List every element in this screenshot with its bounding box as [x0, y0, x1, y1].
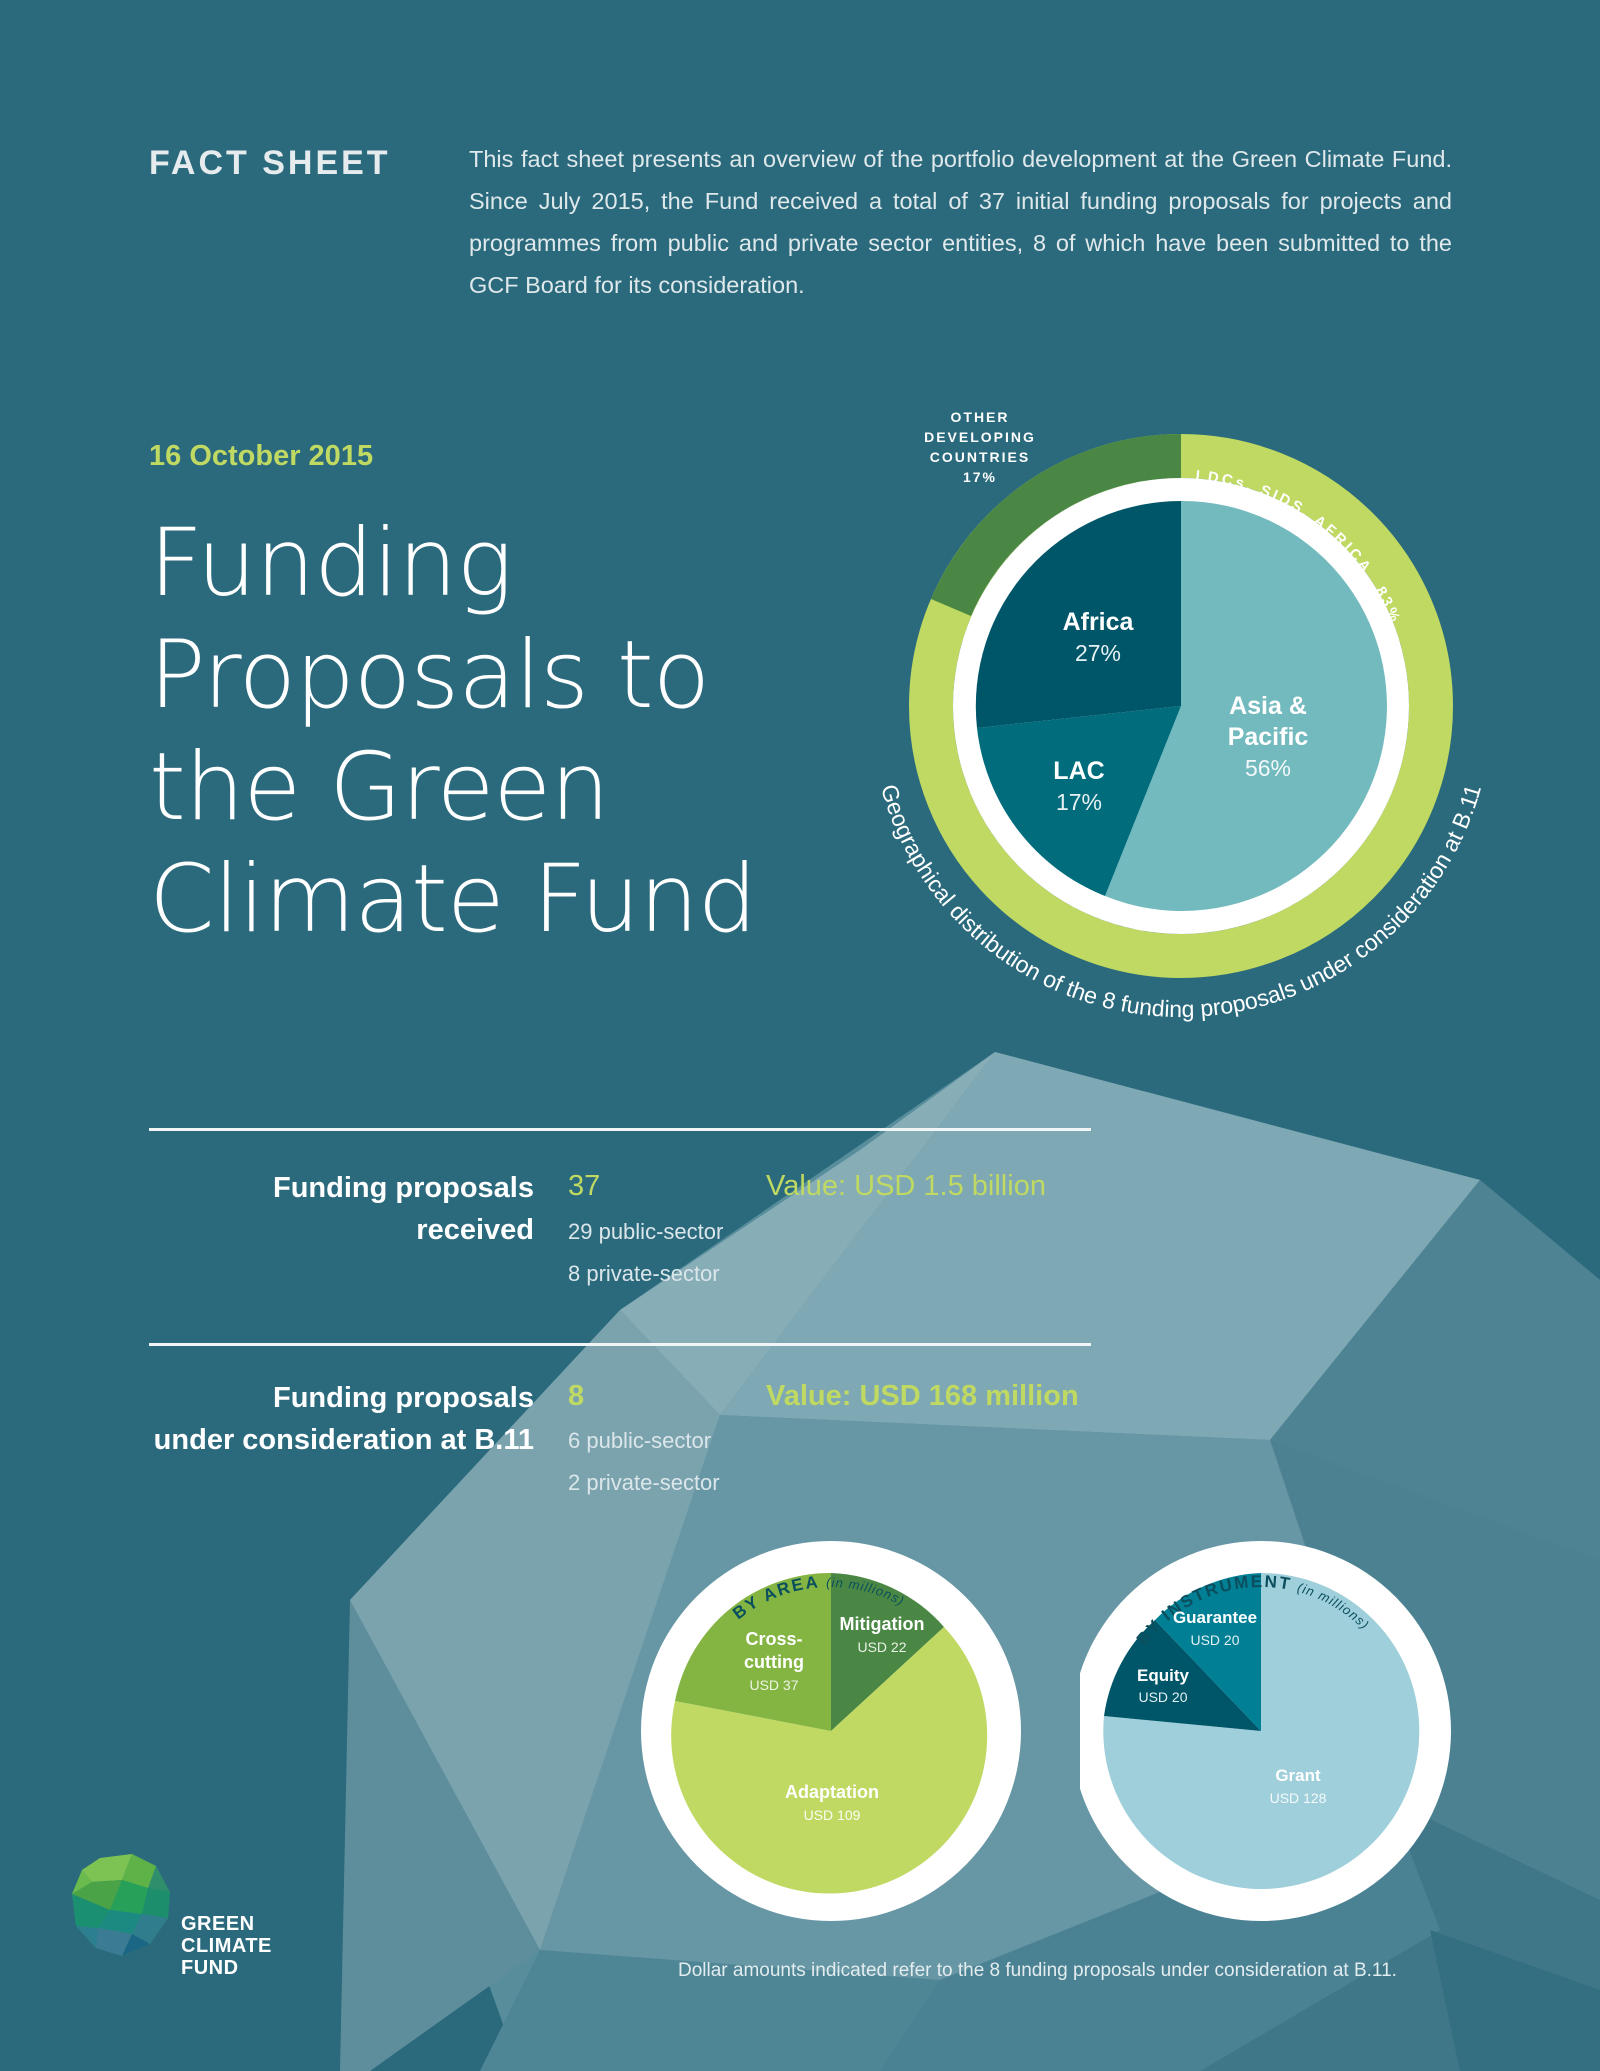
cross-cutting-label-2: cutting [744, 1652, 804, 1672]
gcf-wordmark: GREEN CLIMATE FUND [181, 1913, 272, 1979]
other-countries-label-3: COUNTRIES [930, 449, 1030, 465]
mitigation-label: Mitigation [840, 1614, 925, 1634]
publication-date: 16 October 2015 [149, 440, 374, 472]
cross-cutting-label-1: Cross- [745, 1629, 802, 1649]
slice-grant [1103, 1572, 1420, 1889]
adaptation-value: USD 109 [804, 1807, 861, 1823]
received-label: Funding proposals received [273, 1172, 534, 1246]
fact-sheet-label: FACT SHEET [149, 144, 391, 182]
guarantee-value: USD 20 [1190, 1632, 1239, 1648]
geographic-distribution-chart: Africa 27% LAC 17% Asia & Pacific 56% LD… [876, 409, 1486, 1022]
guarantee-label: Guarantee [1173, 1608, 1257, 1627]
consideration-public: 6 public-sector [568, 1428, 712, 1453]
slice-equity [1104, 1620, 1261, 1731]
intro-paragraph: This fact sheet presents an overview of … [469, 146, 1452, 298]
slice-asia-pacific [1105, 500, 1387, 911]
other-countries-pct: 17% [963, 469, 997, 485]
by-instrument-chart: BY INSTRUMENT (in millions) Guarantee USD… [1080, 1541, 1451, 1921]
gcf-globe-logo-icon [72, 1854, 170, 1956]
grant-value: USD 128 [1270, 1790, 1327, 1806]
outer-ring-other [931, 434, 1181, 616]
title-line: Climate Fund [149, 845, 757, 954]
equity-label: Equity [1137, 1666, 1189, 1685]
title-line: Proposals to [149, 621, 710, 730]
adaptation-label: Adaptation [785, 1782, 879, 1802]
received-public: 29 public-sector [568, 1219, 724, 1244]
divider [149, 1343, 1091, 1346]
slice-lac [977, 706, 1181, 896]
consideration-count: 8 [568, 1380, 585, 1412]
other-countries-label-2: DEVELOPING [924, 429, 1036, 445]
received-count: 37 [568, 1170, 601, 1202]
received-value: Value: USD 1.5 billion [766, 1170, 1046, 1202]
africa-label: Africa [1063, 608, 1135, 636]
consideration-private: 2 private-sector [568, 1470, 720, 1495]
by-area-chart: BY AREA (in millions) Mitigation USD 22 C… [641, 1541, 1021, 1921]
asia-pct: 56% [1245, 755, 1291, 781]
lac-pct: 17% [1056, 789, 1102, 815]
slice-guarantee [1155, 1573, 1261, 1731]
asia-label-line2: Pacific [1228, 723, 1309, 751]
divider [149, 1128, 1091, 1131]
asia-label-line1: Asia & [1229, 692, 1307, 720]
mitigation-value: USD 22 [857, 1639, 906, 1655]
consideration-value: Value: USD 168 million [766, 1380, 1079, 1412]
title-line: the Green [149, 733, 610, 842]
received-private: 8 private-sector [568, 1261, 720, 1286]
slice-adaptation [671, 1627, 988, 1894]
slice-africa [975, 500, 1181, 728]
other-countries-label-1: OTHER [951, 409, 1010, 425]
title-line: Funding [149, 509, 513, 618]
footnote: Dollar amounts indicated refer to the 8 … [678, 1960, 1397, 1981]
page-title: Funding Proposals to the Green Climate F… [149, 508, 757, 956]
grant-label: Grant [1275, 1766, 1321, 1785]
consideration-label: Funding proposals under consideration at… [153, 1382, 534, 1456]
africa-pct: 27% [1075, 640, 1121, 666]
lac-label: LAC [1053, 757, 1104, 785]
cross-cutting-value: USD 37 [749, 1677, 798, 1693]
slice-cross-cutting [675, 1572, 831, 1731]
equity-value: USD 20 [1138, 1689, 1187, 1705]
slice-mitigation [831, 1573, 944, 1731]
